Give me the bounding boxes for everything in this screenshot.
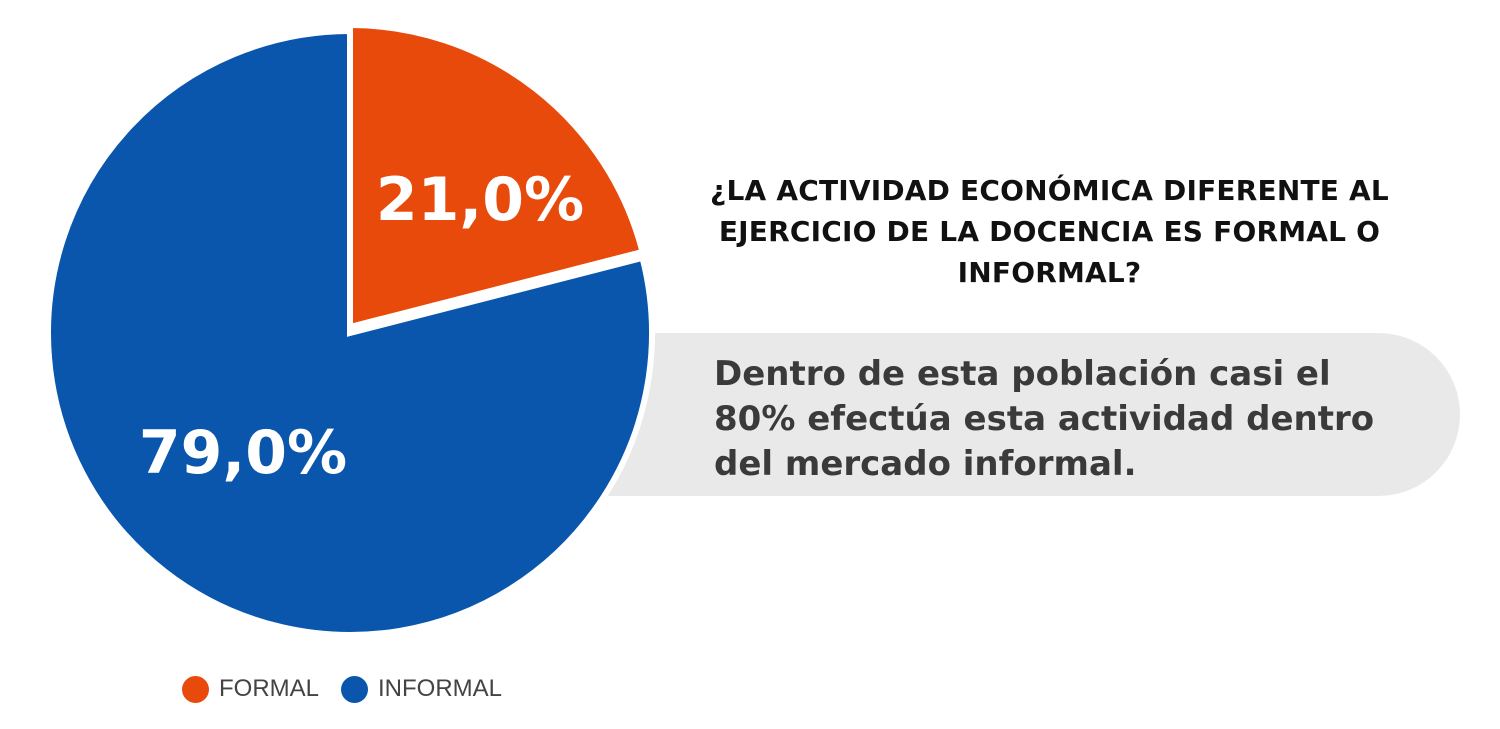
data-label-informal: 79,0% — [139, 418, 347, 488]
pie-data-labels: 21,0% 79,0% — [139, 165, 584, 488]
pie-slices — [45, 21, 655, 638]
legend-label-formal: FORMAL — [219, 675, 320, 702]
legend: FORMAL INFORMAL — [182, 672, 524, 706]
pie-chart: 21,0% 79,0% — [45, 21, 655, 638]
data-label-formal: 21,0% — [376, 165, 584, 235]
pie-slice-formal — [347, 21, 647, 331]
legend-item-informal: INFORMAL — [341, 675, 502, 703]
pie-slice-informal — [45, 27, 655, 638]
legend-dot-informal — [341, 675, 369, 703]
chart-title: ¿LA ACTIVIDAD ECONÓMICA DIFERENTE AL EJE… — [710, 174, 1389, 289]
annotation-text: Dentro de esta población casi el 80% efe… — [714, 354, 1375, 484]
legend-dot-formal — [182, 675, 209, 703]
legend-label-informal: INFORMAL — [378, 675, 503, 702]
annotation-callout-box — [600, 333, 1460, 496]
legend-item-formal: FORMAL — [182, 675, 319, 703]
